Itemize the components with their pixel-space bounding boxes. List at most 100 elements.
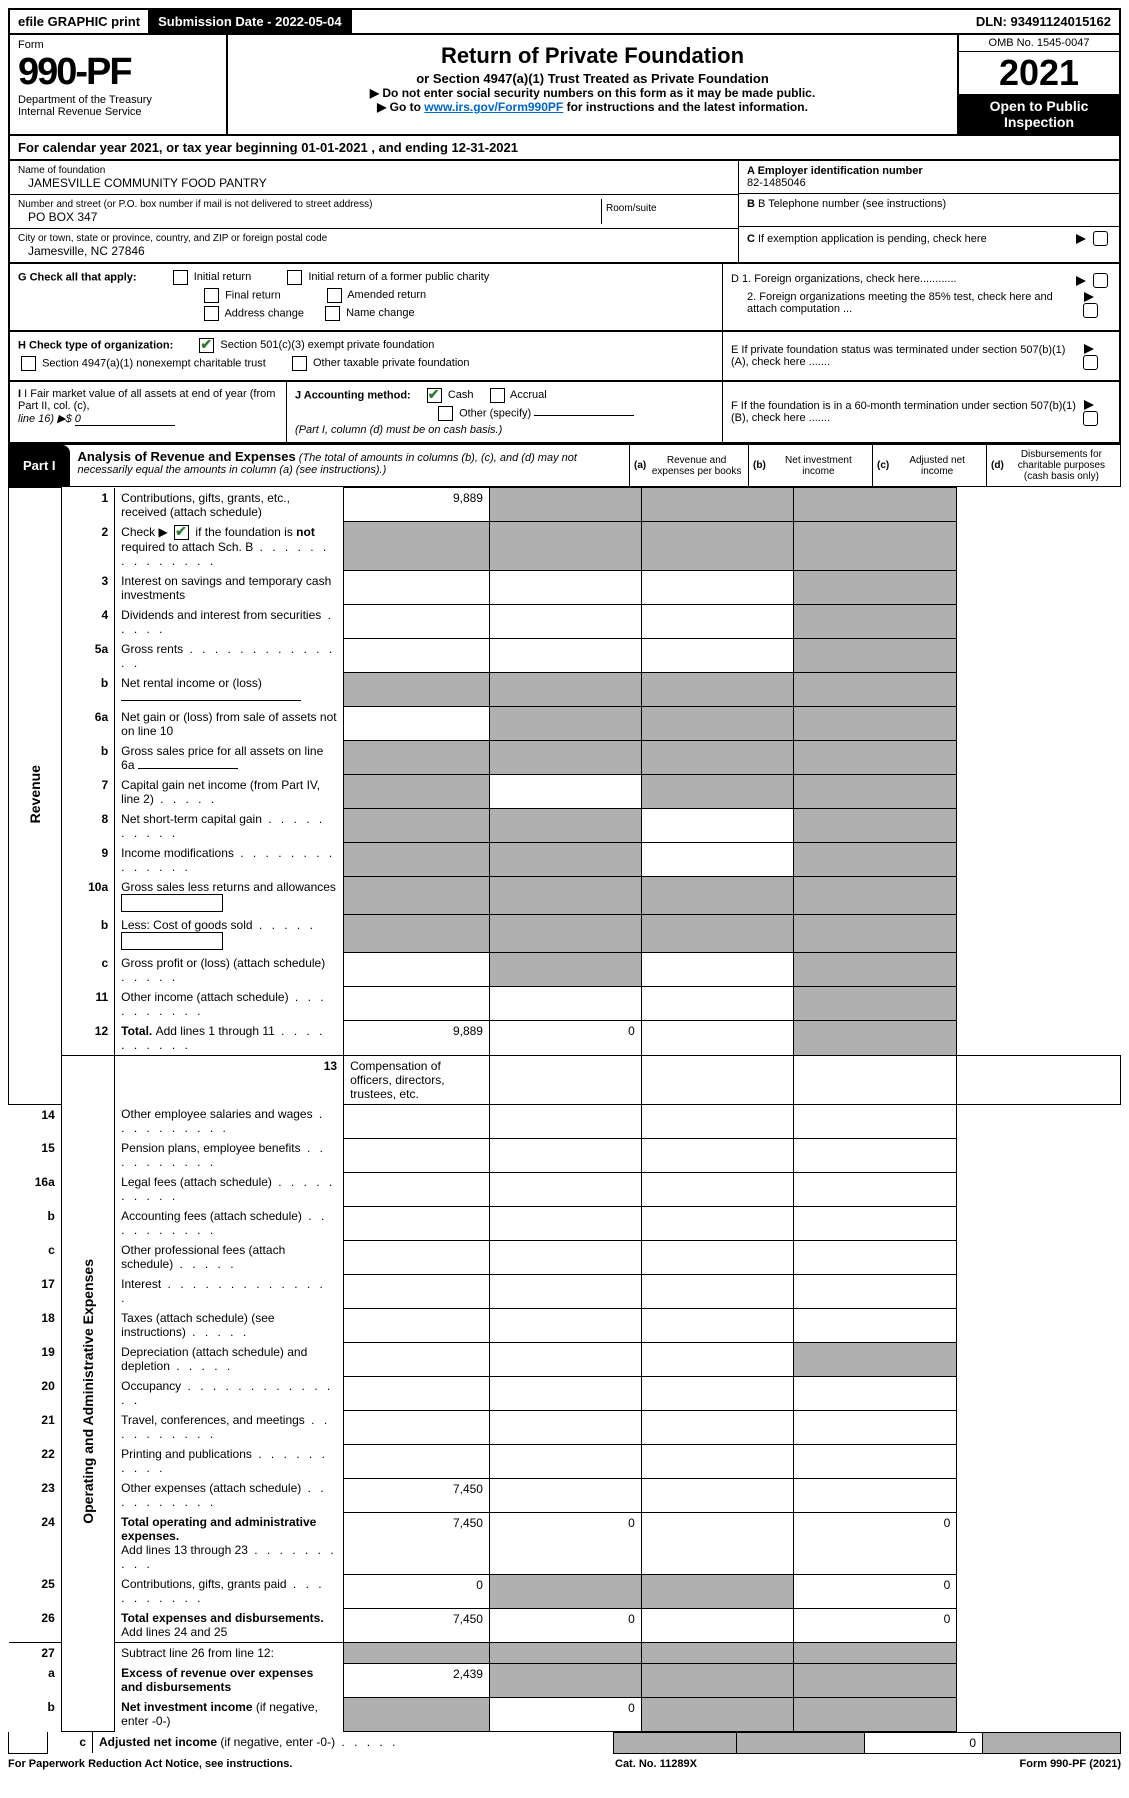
open-inspection: Open to Public Inspection xyxy=(959,94,1119,134)
line-18: 18Taxes (attach schedule) (see instructi… xyxy=(9,1308,1121,1342)
h-label: H Check type of organization: xyxy=(18,339,173,351)
lines-table: Revenue 1 Contributions, gifts, grants, … xyxy=(8,487,1121,1732)
line-23: 23Other expenses (attach schedule)7,450 xyxy=(9,1478,1121,1512)
c-label: C If exemption application is pending, c… xyxy=(747,233,987,245)
footer-left: For Paperwork Reduction Act Notice, see … xyxy=(8,1758,292,1770)
phone-cell: B B Telephone number (see instructions) xyxy=(739,194,1119,227)
h-other-checkbox[interactable] xyxy=(292,356,307,371)
addr-value: PO BOX 347 xyxy=(18,210,601,224)
f-label: F If the foundation is in a 60-month ter… xyxy=(731,400,1080,424)
line-16a: 16aLegal fees (attach schedule) xyxy=(9,1172,1121,1206)
line-13: Operating and Administrative Expenses 13… xyxy=(9,1055,1121,1104)
part1-title: Analysis of Revenue and Expenses (The to… xyxy=(70,445,629,486)
j-cash: Cash xyxy=(448,389,474,401)
line-6a: 6aNet gain or (loss) from sale of assets… xyxy=(9,707,1121,741)
dept: Department of the Treasury xyxy=(18,94,218,106)
j-other-checkbox[interactable] xyxy=(438,406,453,421)
line-10b: bLess: Cost of goods sold xyxy=(9,915,1121,953)
g-d-row: G Check all that apply: Initial return I… xyxy=(8,264,1121,332)
note2: ▶ Go to www.irs.gov/Form990PF for instru… xyxy=(234,100,951,114)
j-note: (Part I, column (d) must be on cash basi… xyxy=(295,424,714,436)
g-o5: Address change xyxy=(224,307,304,319)
f-checkbox[interactable] xyxy=(1083,411,1098,426)
line-27c: c Adjusted net income (if negative, ente… xyxy=(9,1732,1121,1753)
j-cash-checkbox[interactable] xyxy=(427,388,442,403)
header-left: Form 990-PF Department of the Treasury I… xyxy=(10,35,228,134)
line-10c: cGross profit or (loss) (attach schedule… xyxy=(9,953,1121,987)
top-bar: efile GRAPHIC print Submission Date - 20… xyxy=(8,8,1121,35)
calendar-year: For calendar year 2021, or tax year begi… xyxy=(8,136,1121,161)
line-9: 9Income modifications xyxy=(9,843,1121,877)
g-name-checkbox[interactable] xyxy=(325,306,340,321)
ein-value: 82-1485046 xyxy=(747,177,1111,189)
note2-pre: ▶ Go to xyxy=(377,100,424,114)
form-title: Return of Private Foundation xyxy=(234,43,951,69)
h-o1: Section 501(c)(3) exempt private foundat… xyxy=(220,339,434,351)
line-15: 15Pension plans, employee benefits xyxy=(9,1138,1121,1172)
arrow-icon xyxy=(1076,234,1086,244)
line-6b: bGross sales price for all assets on lin… xyxy=(9,741,1121,775)
line-26: 26Total expenses and disbursements. Add … xyxy=(9,1608,1121,1643)
i-value: 0 xyxy=(75,413,175,426)
h-e-row: H Check type of organization: Section 50… xyxy=(8,332,1121,382)
j-accrual: Accrual xyxy=(510,389,547,401)
form-subtitle: or Section 4947(a)(1) Trust Treated as P… xyxy=(234,71,951,86)
line-3: 3Interest on savings and temporary cash … xyxy=(9,571,1121,605)
line-22: 22Printing and publications xyxy=(9,1444,1121,1478)
g-label: G Check all that apply: xyxy=(18,271,137,283)
g-amended-checkbox[interactable] xyxy=(327,288,342,303)
line-14: 14Other employee salaries and wages xyxy=(9,1104,1121,1138)
revenue-side: Revenue xyxy=(9,488,62,1105)
h-501c3-checkbox[interactable] xyxy=(199,338,214,353)
d1-checkbox[interactable] xyxy=(1093,273,1108,288)
line-17: 17Interest xyxy=(9,1274,1121,1308)
g-final-checkbox[interactable] xyxy=(204,288,219,303)
line-24: 24Total operating and administrative exp… xyxy=(9,1512,1121,1574)
footer-right: Form 990-PF (2021) xyxy=(1020,1758,1122,1770)
h-o2: Section 4947(a)(1) nonexempt charitable … xyxy=(42,357,266,369)
city-value: Jamesville, NC 27846 xyxy=(18,244,730,258)
arrow-icon xyxy=(1084,292,1094,302)
c-cell: C If exemption application is pending, c… xyxy=(739,227,1119,250)
tax-year: 2021 xyxy=(959,52,1119,94)
line-27a: aExcess of revenue over expenses and dis… xyxy=(9,1663,1121,1697)
room-label: Room/suite xyxy=(602,199,730,224)
line-20: 20Occupancy xyxy=(9,1376,1121,1410)
form-label: Form xyxy=(18,39,218,51)
dln: DLN: 93491124015162 xyxy=(968,10,1119,33)
i-section: I I Fair market value of all assets at e… xyxy=(10,382,287,442)
c-checkbox[interactable] xyxy=(1093,231,1108,246)
j-accrual-checkbox[interactable] xyxy=(490,388,505,403)
schb-checkbox[interactable] xyxy=(174,525,189,540)
info-left: Name of foundation JAMESVILLE COMMUNITY … xyxy=(10,161,738,262)
irs-link[interactable]: www.irs.gov/Form990PF xyxy=(424,100,563,114)
j-label: J Accounting method: xyxy=(295,389,411,401)
ein-cell: A Employer identification number 82-1485… xyxy=(739,161,1119,194)
addr-cell: Number and street (or P.O. box number if… xyxy=(10,195,738,229)
col-c-head: (c)Adjusted net income xyxy=(872,445,986,486)
line-5b: bNet rental income or (loss) xyxy=(9,673,1121,707)
h-4947-checkbox[interactable] xyxy=(21,356,36,371)
efile-label: efile GRAPHIC print xyxy=(10,10,150,33)
note1: ▶ Do not enter social security numbers o… xyxy=(234,86,951,100)
phone-label: B B Telephone number (see instructions) xyxy=(747,198,1111,210)
g-address-checkbox[interactable] xyxy=(204,306,219,321)
g-initial-former-checkbox[interactable] xyxy=(287,270,302,285)
part1-label: Part I xyxy=(9,445,70,486)
e-checkbox[interactable] xyxy=(1083,355,1098,370)
header-right: OMB No. 1545-0047 2021 Open to Public In… xyxy=(957,35,1119,134)
line-19: 19Depreciation (attach schedule) and dep… xyxy=(9,1342,1121,1376)
form-number: 990-PF xyxy=(18,51,218,94)
line-12: 12Total. Add lines 1 through 119,8890 xyxy=(9,1021,1121,1056)
d1-label: D 1. Foreign organizations, check here..… xyxy=(731,273,957,288)
line-11: 11Other income (attach schedule) xyxy=(9,987,1121,1021)
ein-label: A Employer identification number xyxy=(747,165,1111,177)
line-16b: bAccounting fees (attach schedule) xyxy=(9,1206,1121,1240)
d2-checkbox[interactable] xyxy=(1083,303,1098,318)
g-o6: Name change xyxy=(346,307,415,319)
d-section: D 1. Foreign organizations, check here..… xyxy=(723,264,1119,330)
col-d-head: (d)Disbursements for charitable purposes… xyxy=(986,445,1120,486)
g-initial-checkbox[interactable] xyxy=(173,270,188,285)
header-mid: Return of Private Foundation or Section … xyxy=(228,35,957,134)
line-7: 7Capital gain net income (from Part IV, … xyxy=(9,775,1121,809)
